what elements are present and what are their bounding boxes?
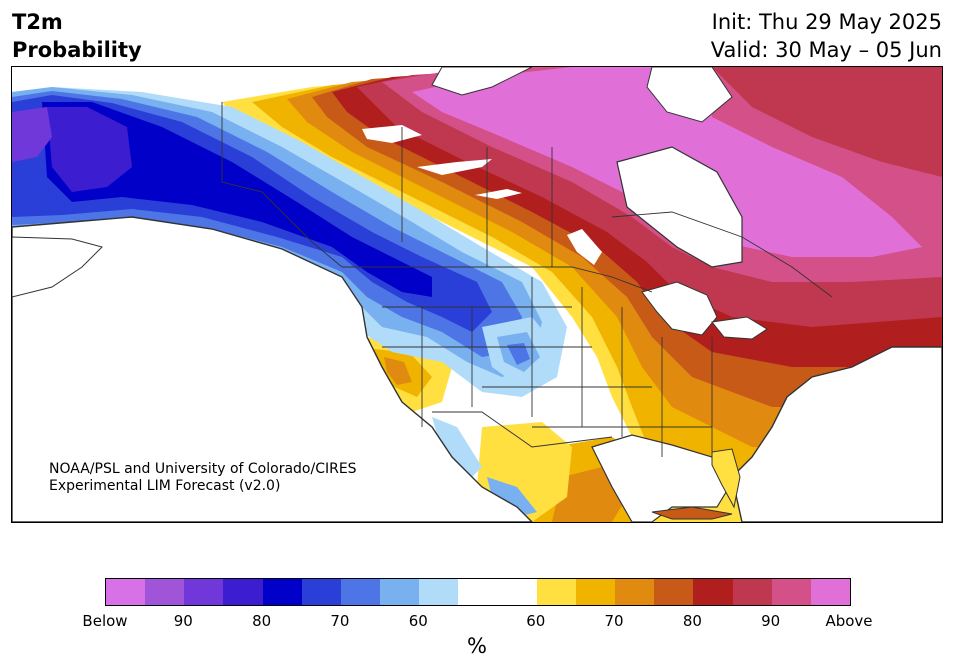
florida (711, 448, 741, 509)
california-warm-inner (384, 357, 412, 385)
baja-cold-region (432, 417, 482, 477)
great-lakes-east (711, 316, 768, 340)
colorbar-swatch (223, 579, 263, 605)
colorbar-swatch (654, 579, 694, 605)
credit-text: NOAA/PSL and University of Colorado/CIRE… (49, 461, 357, 495)
colorbar-tick-label: 80 (682, 612, 702, 630)
credit-line-1: NOAA/PSL and University of Colorado/CIRE… (49, 461, 357, 477)
colorbar-swatch (458, 579, 498, 605)
political-borders (221, 102, 833, 457)
colorbar-swatch (145, 579, 185, 605)
hudson-bay (616, 146, 743, 268)
colorbar-swatch (106, 579, 146, 605)
probability-map (12, 67, 942, 522)
title-line-2: Probability (12, 38, 142, 62)
colorbar-tick-label: 60 (408, 612, 428, 630)
above-90-arctic (712, 67, 942, 177)
baja-cold-tip (487, 477, 537, 517)
atlantic-ocean (731, 346, 942, 522)
colorbar-swatch (262, 579, 302, 605)
gulf-of-mexico (591, 434, 735, 522)
colorbar-swatch (732, 579, 772, 605)
colorbar-swatch (497, 579, 537, 605)
colorbar-tick-label: 90 (173, 612, 193, 630)
baffin-bay (646, 67, 733, 123)
colorbar-tick-label: 60 (526, 612, 546, 630)
colorbar-tick-label: 90 (761, 612, 781, 630)
colorbar-tick-label: 70 (330, 612, 350, 630)
below-85-region (47, 107, 132, 192)
colorbar-tick-label: Above (825, 612, 873, 630)
great-bear-lake (362, 125, 422, 143)
forecast-dates: Init: Thu 29 May 2025 Valid: 30 May – 05… (711, 8, 942, 64)
colorbar-swatch (771, 579, 811, 605)
colorbar-swatch (380, 579, 420, 605)
title-line-1: T2m (12, 10, 63, 34)
colorbar-swatch (575, 579, 616, 605)
below-80-region (42, 102, 432, 297)
valid-range: Valid: 30 May – 05 Jun (710, 38, 942, 62)
bering-sea (12, 236, 103, 298)
colorbar-swatch (301, 579, 341, 605)
colorbar-tick-label: 70 (604, 612, 624, 630)
colorado-cold-inner (507, 343, 530, 365)
colorbar-swatch (615, 579, 655, 605)
below-90-region (12, 107, 52, 162)
colorbar-swatch (536, 579, 576, 605)
great-lakes (641, 281, 718, 336)
colorbar-unit: % (467, 634, 487, 658)
colorbar-swatch (810, 579, 850, 605)
lake-winnipeg (567, 229, 602, 265)
credit-line-2: Experimental LIM Forecast (v2.0) (49, 478, 281, 494)
map-panel (11, 66, 943, 523)
colorbar-swatch (184, 579, 224, 605)
colorbar-tick-label: Below (82, 612, 128, 630)
map-title: T2m Probability (12, 8, 142, 64)
arctic-channels (431, 67, 533, 96)
great-slave-lake (417, 159, 492, 175)
colorbar-swatch (693, 579, 733, 605)
pacific-ocean (12, 216, 533, 522)
cuba (651, 506, 733, 520)
colorbar-tick-label: 80 (252, 612, 272, 630)
colorbar (105, 578, 851, 606)
colorbar-swatch (419, 579, 459, 605)
init-date: Init: Thu 29 May 2025 (711, 10, 942, 34)
colorbar-swatch (340, 579, 381, 605)
